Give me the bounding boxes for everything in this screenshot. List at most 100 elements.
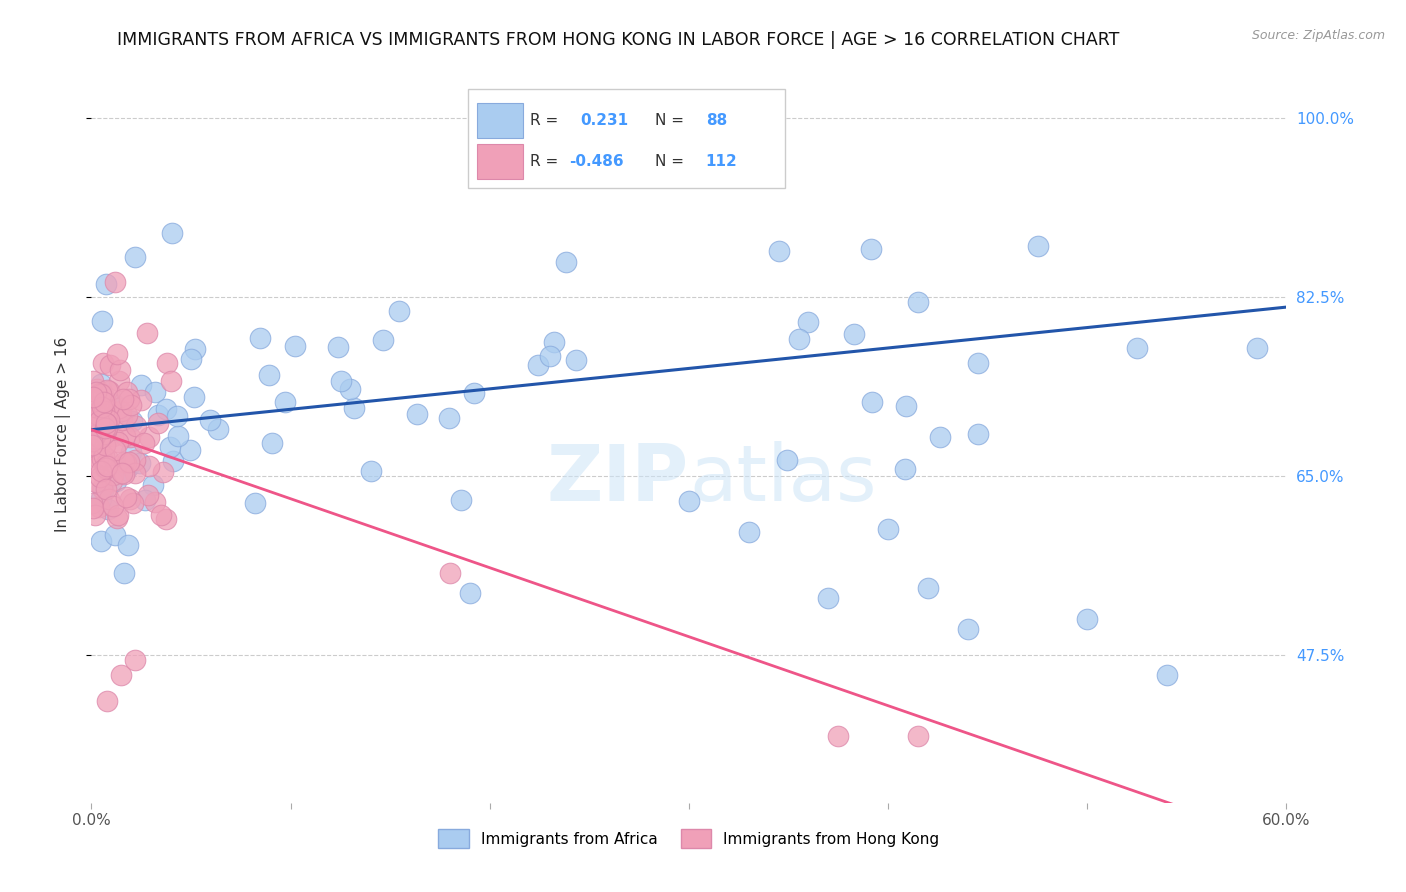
Point — [89, 469, 111, 483]
Point — [894, 462, 917, 476]
Point — [148, 416, 170, 430]
Point — [93, 461, 115, 475]
Point — [118, 392, 141, 406]
Point — [907, 295, 929, 310]
Point — [956, 622, 979, 636]
Point — [80, 496, 103, 510]
Point — [108, 362, 131, 376]
Point — [89, 414, 111, 428]
Point — [166, 409, 188, 423]
Point — [80, 416, 103, 430]
Legend: Immigrants from Africa, Immigrants from Hong Kong: Immigrants from Africa, Immigrants from … — [432, 823, 946, 854]
Point — [555, 255, 578, 269]
Point — [907, 730, 929, 744]
Text: 88: 88 — [706, 113, 727, 128]
Point — [83, 458, 105, 473]
Point — [768, 244, 790, 258]
Point — [120, 398, 142, 412]
Point — [100, 474, 122, 488]
Point — [138, 458, 160, 473]
Text: Source: ZipAtlas.com: Source: ZipAtlas.com — [1251, 29, 1385, 42]
Text: -0.486: -0.486 — [569, 154, 624, 169]
Point — [125, 418, 148, 433]
Point — [183, 390, 205, 404]
Point — [797, 315, 820, 329]
Text: IMMIGRANTS FROM AFRICA VS IMMIGRANTS FROM HONG KONG IN LABOR FORCE | AGE > 16 CO: IMMIGRANTS FROM AFRICA VS IMMIGRANTS FRO… — [118, 31, 1119, 49]
Point — [108, 401, 131, 416]
Point — [115, 456, 138, 470]
Point — [98, 491, 121, 506]
Point — [90, 401, 112, 416]
Point — [89, 431, 111, 445]
Point — [89, 417, 111, 432]
Point — [104, 474, 127, 488]
Point — [543, 335, 565, 350]
Point — [117, 385, 139, 400]
Point — [84, 427, 107, 442]
Point — [97, 502, 120, 516]
Point — [817, 591, 839, 606]
Point — [129, 393, 152, 408]
Point — [737, 524, 759, 539]
Point — [90, 387, 112, 401]
Point — [89, 437, 111, 451]
Point — [184, 342, 207, 356]
Point — [388, 303, 411, 318]
Point — [98, 384, 121, 399]
Point — [156, 356, 179, 370]
Point — [160, 375, 183, 389]
Point — [273, 395, 295, 409]
Point — [105, 347, 128, 361]
Point — [84, 508, 107, 522]
Point — [360, 464, 382, 478]
Point — [966, 356, 988, 370]
Point — [86, 382, 108, 396]
Point — [877, 522, 900, 536]
Text: atlas: atlas — [689, 441, 876, 517]
Point — [1076, 612, 1098, 626]
Point — [112, 467, 135, 482]
Point — [98, 402, 121, 417]
Point — [87, 500, 110, 515]
Point — [967, 426, 990, 441]
Point — [200, 412, 222, 426]
Point — [142, 478, 165, 492]
Point — [107, 508, 129, 522]
Point — [124, 452, 146, 467]
Point — [97, 396, 120, 410]
Point — [1026, 239, 1049, 253]
Point — [1246, 341, 1268, 355]
Point — [180, 351, 202, 366]
Point — [118, 455, 141, 469]
Point — [437, 410, 460, 425]
Point — [134, 493, 156, 508]
Point — [94, 457, 117, 471]
Point — [120, 430, 142, 444]
Point — [121, 414, 143, 428]
Point — [118, 458, 141, 472]
Point — [860, 394, 883, 409]
Point — [94, 404, 117, 418]
Point — [82, 501, 104, 516]
Point — [152, 465, 174, 479]
Point — [787, 332, 810, 346]
Point — [917, 581, 939, 595]
Point — [84, 475, 107, 490]
Text: 112: 112 — [706, 154, 737, 169]
Point — [155, 401, 177, 416]
Point — [330, 375, 353, 389]
Point — [82, 442, 104, 456]
Point — [112, 566, 135, 581]
Point — [82, 390, 104, 404]
Point — [86, 451, 108, 466]
Point — [90, 421, 112, 435]
Point — [90, 314, 112, 328]
Point — [121, 496, 143, 510]
Point — [179, 442, 201, 457]
Point — [91, 483, 114, 497]
Point — [149, 508, 172, 522]
Point — [538, 349, 561, 363]
Point — [136, 488, 159, 502]
Point — [86, 405, 108, 419]
Point — [110, 467, 132, 481]
